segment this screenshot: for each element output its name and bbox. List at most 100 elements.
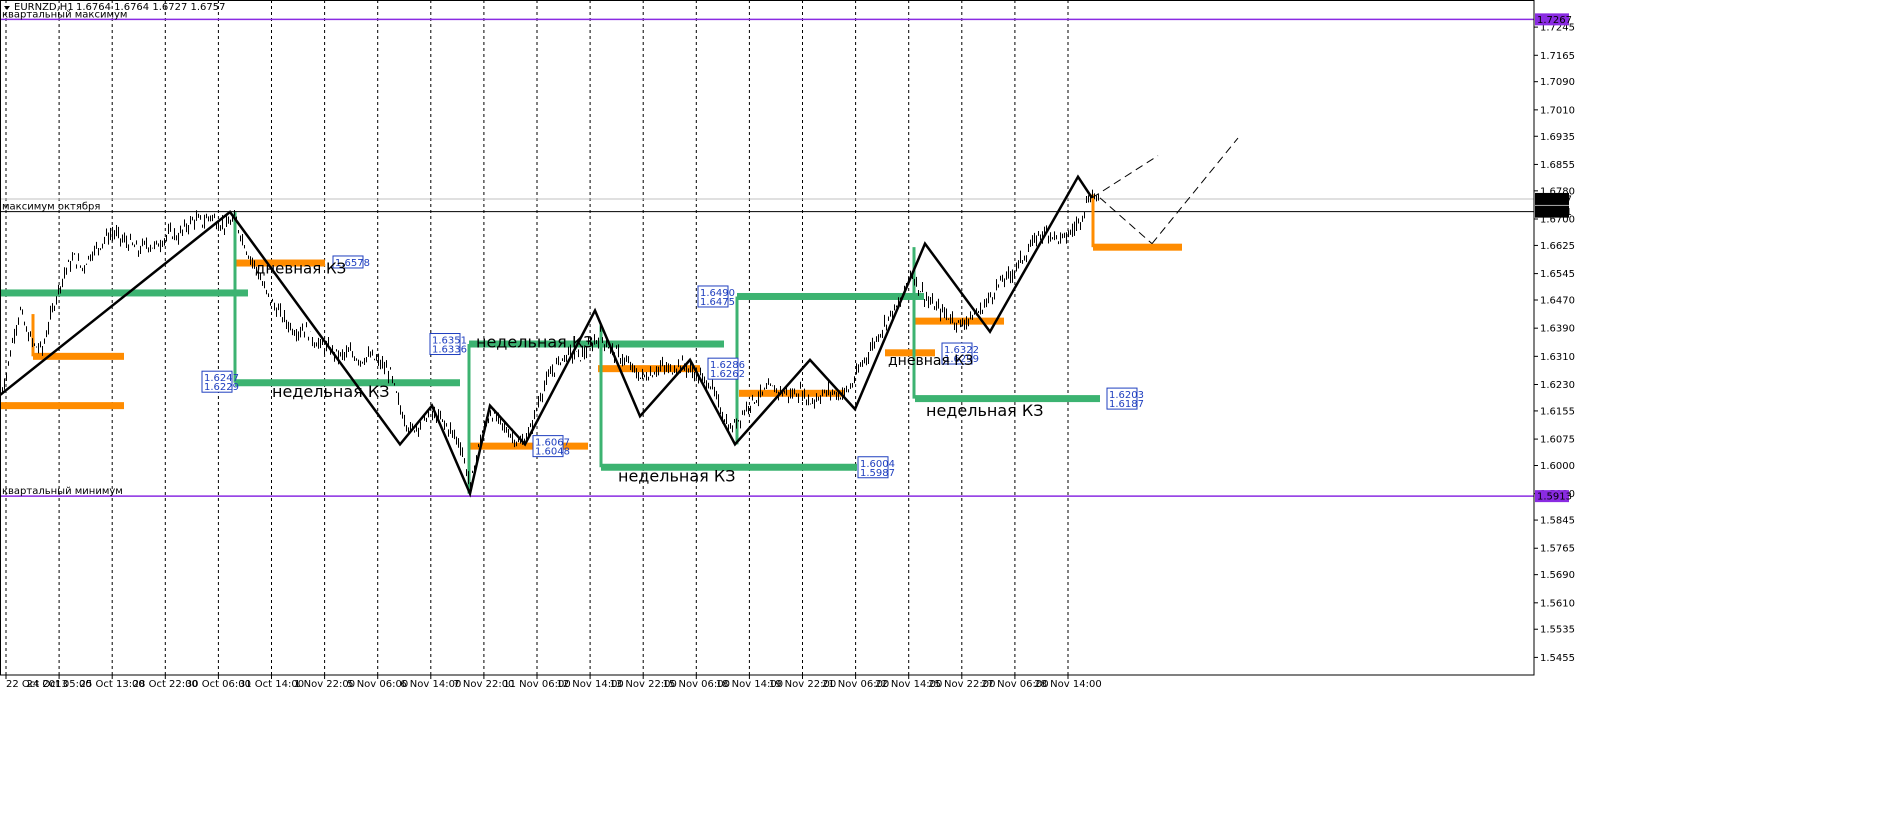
- annotations: квартальный максимум квартальный минимум м…: [2, 9, 1144, 497]
- price-tag-label: 1.6322: [944, 345, 979, 356]
- daily-zone: [598, 365, 700, 373]
- ohlc-label: 1.6764 1.6764 1.6727 1.6757: [76, 2, 226, 13]
- zone-annotation: недельная КЗ: [476, 333, 593, 352]
- zone-annotation: недельная КЗ: [926, 401, 1043, 420]
- y-tick-label: 1.7090: [1540, 77, 1575, 88]
- y-tick-label: 1.5455: [1540, 653, 1575, 664]
- daily-zone: [33, 352, 124, 360]
- y-tick-label: 1.6390: [1540, 324, 1575, 335]
- x-tick-label: 5 Nov 06:00: [347, 679, 408, 690]
- x-tick-label: 25 Nov 22:00: [928, 679, 995, 690]
- y-tick-label: 1.6230: [1540, 380, 1575, 391]
- level-tag-label: 1.6757: [1537, 194, 1572, 205]
- y-tick-label: 1.6935: [1540, 132, 1575, 143]
- price-tag-label: 1.6336: [432, 345, 467, 356]
- price-tag-label: 1.6578: [335, 258, 370, 269]
- x-tick-label: 28 Nov 14:00: [1034, 679, 1101, 690]
- y-tick-label: 1.6075: [1540, 435, 1575, 446]
- x-tick-label: 22 Oct 2013: [6, 679, 68, 690]
- level-tag: [1535, 13, 1569, 26]
- price-tag-label: 1.6203: [1109, 390, 1144, 401]
- price-tag: [941, 342, 973, 365]
- x-tick-label: 12 Nov 14:00: [556, 679, 623, 690]
- x-tick-label: 15 Nov 06:00: [663, 679, 730, 690]
- y-tick-label: 1.6780: [1540, 186, 1575, 197]
- y-tick-label: 1.5535: [1540, 625, 1575, 636]
- zone-annotation: дневная КЗ: [255, 260, 346, 278]
- level-tag-label: 1.6721: [1537, 207, 1572, 218]
- daily-zone: [236, 259, 325, 267]
- y-tick-label: 1.6625: [1540, 241, 1575, 252]
- price-tag-label: 1.6262: [710, 369, 745, 380]
- daily-zone: [885, 349, 935, 357]
- y-tick-label: 1.6470: [1540, 296, 1575, 307]
- price-tag-label: 1.6067: [535, 438, 570, 449]
- price-tag-label: 1.6475: [700, 297, 735, 308]
- y-tick-label: 1.7010: [1540, 105, 1575, 116]
- y-tick-label: 1.5845: [1540, 516, 1575, 527]
- zone-annotation: недельная КЗ: [272, 382, 389, 401]
- plot-frame: [0, 0, 1535, 676]
- symbol-label: EURNZD,H1: [14, 2, 74, 13]
- price-tag: [532, 435, 564, 458]
- price-tag-label: 1.5987: [860, 468, 895, 479]
- x-tick-label: 25 Oct 13:00: [80, 679, 145, 690]
- level-tag: [1535, 490, 1569, 503]
- price-tag-label: 1.6299: [944, 354, 979, 365]
- y-tick-label: 1.6855: [1540, 160, 1575, 171]
- price-tag-label: 1.6286: [710, 360, 745, 371]
- forecast-line: [1091, 155, 1159, 199]
- price-tag: [1106, 387, 1138, 410]
- grid: [0, 0, 1534, 675]
- y-tick-label: 1.6545: [1540, 269, 1575, 280]
- y-tick-label: 1.6000: [1540, 461, 1575, 472]
- y-tick-label: 1.5765: [1540, 544, 1575, 555]
- x-tick-label: 13 Nov 22:00: [609, 679, 676, 690]
- x-tick-label: 21 Nov 06:00: [822, 679, 889, 690]
- y-tick-label: 1.7245: [1540, 23, 1575, 34]
- weekly-zone: [235, 379, 460, 387]
- x-tick-label: 22 Nov 14:00: [875, 679, 942, 690]
- price-tag-label: 1.6229: [204, 382, 239, 393]
- price-tag: [429, 333, 461, 356]
- zone-annotation: недельная КЗ: [618, 466, 735, 485]
- forecast-line: [1099, 197, 1153, 245]
- y-tick-label: 1.5690: [1540, 570, 1575, 581]
- weekly-zone: [601, 463, 857, 471]
- level-tag: [1535, 192, 1569, 205]
- weekly-zone: [915, 395, 1100, 403]
- level-tag: [1535, 205, 1569, 218]
- price-tag: [707, 357, 739, 380]
- x-tick-label: 6 Nov 14:00: [400, 679, 461, 690]
- price-tag-label: 1.6187: [1109, 399, 1144, 410]
- x-tick-label: 31 Oct 14:00: [239, 679, 304, 690]
- chevron-down-icon[interactable]: [4, 6, 10, 10]
- price-tag-label: 1.6351: [432, 336, 467, 347]
- weekly-zone: [0, 289, 248, 297]
- x-tick-label: 18 Nov 14:00: [716, 679, 783, 690]
- x-tick-label: 24 Oct 05:00: [26, 679, 91, 690]
- x-tick-label: 27 Nov 06:00: [981, 679, 1048, 690]
- price-tag-label: 1.6247: [204, 373, 239, 384]
- zigzag: [0, 137, 1239, 498]
- price-tag: [332, 255, 364, 269]
- price-tag-label: 1.6004: [860, 459, 895, 470]
- level-label: квартальный максимум: [2, 9, 127, 20]
- y-tick-label: 1.6310: [1540, 352, 1575, 363]
- x-tick-label: 28 Oct 22:00: [133, 679, 198, 690]
- x-tick-label: 19 Nov 22:00: [769, 679, 836, 690]
- forecast-line: [1151, 137, 1239, 244]
- daily-zone: [0, 402, 124, 410]
- zone-annotation: дневная КЗ: [888, 353, 973, 369]
- price-tag: [697, 285, 729, 308]
- level-label: квартальный минимум: [2, 486, 123, 497]
- price-tag: [857, 456, 889, 479]
- y-tick-label: 1.6155: [1540, 406, 1575, 417]
- daily-zone: [1093, 243, 1182, 251]
- y-tick-label: 1.7165: [1540, 51, 1575, 62]
- y-tick-label: 1.6700: [1540, 215, 1575, 226]
- weekly-zone: [737, 292, 924, 300]
- level-label: максимум октября: [2, 202, 100, 213]
